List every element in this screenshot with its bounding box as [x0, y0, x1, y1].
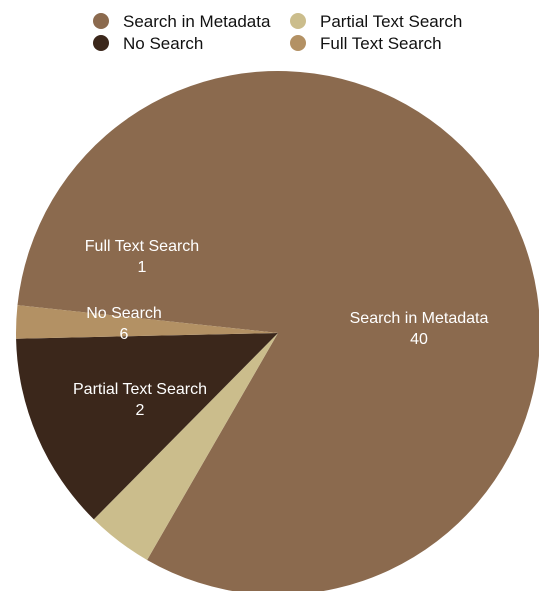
- pie-slice-full-text-search: [16, 305, 279, 339]
- legend-marker-partial-text-search: [290, 13, 306, 29]
- pie-slice-search-in-metadata: [17, 71, 539, 591]
- legend-marker-no-search: [93, 35, 109, 51]
- slice-labels: Search in Metadata 40 Partial Text Search 2…: [73, 238, 488, 419]
- legend-marker-search-in-metadata: [93, 13, 109, 29]
- legend: Search in Metadata Partial Text Search No …: [93, 12, 462, 53]
- pie-slice-no-search: [16, 333, 279, 520]
- slice-label-partial-text-search: Partial Text Search: [73, 381, 207, 398]
- legend-marker-full-text-search: [290, 35, 306, 51]
- slice-value-partial-text-search: 2: [136, 402, 145, 419]
- pie-slices: [16, 71, 539, 591]
- slice-value-no-search: 6: [120, 326, 129, 343]
- legend-label-no-search: No Search: [123, 34, 203, 53]
- slice-value-full-text-search: 1: [138, 259, 147, 276]
- legend-label-full-text-search: Full Text Search: [320, 34, 442, 53]
- pie-slice-partial-text-search: [93, 333, 279, 560]
- slice-label-full-text-search: Full Text Search: [85, 238, 199, 255]
- slice-label-search-in-metadata: Search in Metadata: [350, 310, 489, 327]
- legend-label-partial-text-search: Partial Text Search: [320, 12, 462, 31]
- slice-value-search-in-metadata: 40: [410, 331, 428, 348]
- slice-label-no-search: No Search: [86, 305, 162, 322]
- legend-label-search-in-metadata: Search in Metadata: [123, 12, 271, 31]
